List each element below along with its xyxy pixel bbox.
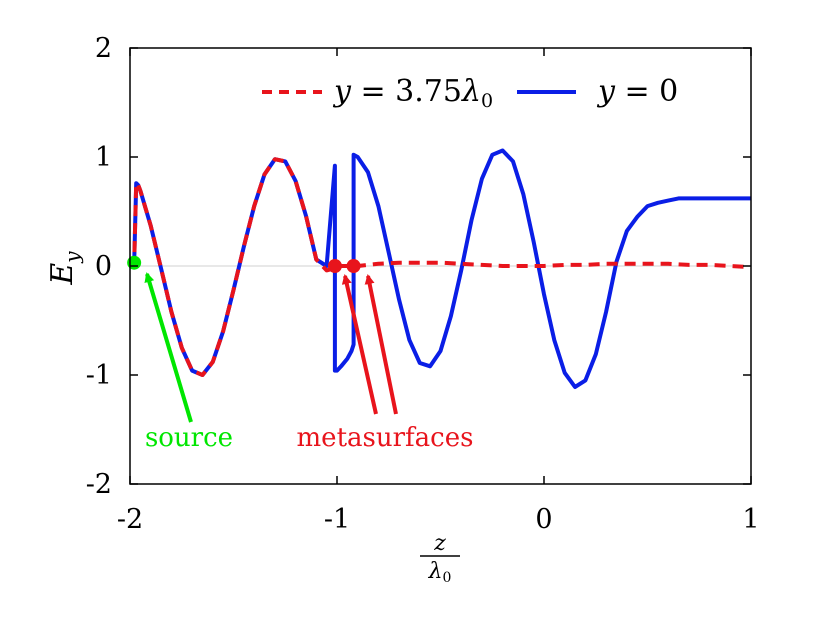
legend: y = 3.75λ0 y = 0 <box>262 74 678 112</box>
source-annotation: source <box>145 423 233 453</box>
series-line-2 <box>130 148 751 389</box>
marker-point-2 <box>327 259 342 273</box>
source-arrow <box>144 272 193 423</box>
series-layer <box>130 148 751 389</box>
metasurface-arrow-2 <box>364 274 398 415</box>
x-axis-ticks: -2 -1 0 1 <box>117 48 760 535</box>
marker-point-3 <box>346 259 361 273</box>
metasurfaces-annotation: metasurfaces <box>297 423 474 453</box>
y-axis-ticks: -2 -1 0 1 2 <box>86 33 751 500</box>
y-tick-label: 2 <box>95 33 112 64</box>
x-axis-label-denominator: λ0 <box>428 559 452 586</box>
y-tick-label: 1 <box>95 142 112 173</box>
x-axis-label: z λ0 <box>420 531 460 586</box>
legend-label-series-2: y = 0 <box>596 74 678 109</box>
x-tick-label: -2 <box>117 504 143 535</box>
y-tick-label: 0 <box>95 251 112 282</box>
x-tick-label: 0 <box>535 504 552 535</box>
legend-label-series-1: y = 3.75λ0 <box>332 74 493 112</box>
x-tick-label: 1 <box>742 504 759 535</box>
y-tick-label: -2 <box>86 469 112 500</box>
marker-point-1 <box>127 255 142 270</box>
x-tick-label: -1 <box>324 504 350 535</box>
x-axis-label-numerator: z <box>433 531 446 556</box>
metasurface-arrow-1 <box>341 274 378 415</box>
y-axis-label: Ey <box>45 251 84 286</box>
series-line-1 <box>130 157 751 377</box>
svg-text:Ey: Ey <box>45 251 84 286</box>
y-tick-label: -1 <box>86 360 112 391</box>
annotations: source metasurfaces <box>144 272 474 453</box>
